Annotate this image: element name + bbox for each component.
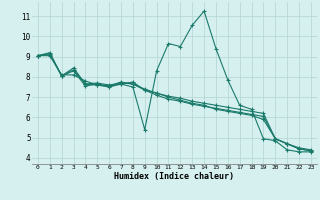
X-axis label: Humidex (Indice chaleur): Humidex (Indice chaleur) (115, 172, 234, 181)
